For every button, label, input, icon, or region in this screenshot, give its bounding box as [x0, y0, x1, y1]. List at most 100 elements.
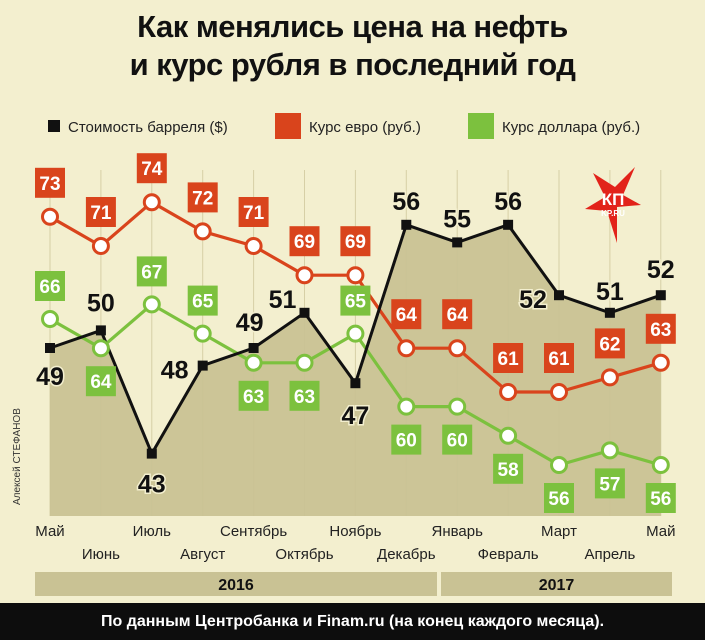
oil-point-5	[299, 307, 310, 318]
source-footer: По данным Центробанка и Finam.ru (на кон…	[0, 603, 705, 640]
oil-label-6: 47	[341, 402, 369, 430]
euro-point-3	[193, 222, 212, 241]
year-bars: 2016 2017	[35, 572, 672, 596]
kp-logo-top: КП	[602, 190, 625, 209]
euro-label-4-text: 71	[243, 203, 265, 224]
euro-label-0-text: 73	[39, 174, 60, 195]
euro-label-9: 61	[493, 343, 524, 373]
kp-logo: КП KP.RU	[585, 167, 641, 243]
oil-point-0	[45, 343, 55, 353]
dollar-label-1-text: 64	[90, 372, 112, 393]
oil-label-2: 43	[138, 471, 166, 499]
legend-dollar-label: Курс доллара (руб.)	[502, 119, 640, 136]
dollar-label-12-box	[645, 483, 676, 513]
chart-title-line-2: и курс рубля в последний год	[129, 47, 576, 82]
dollar-label-8-text: 60	[447, 431, 468, 452]
euro-point-10	[550, 383, 568, 401]
euro-label-10-text: 61	[548, 349, 570, 370]
x-tick-label-3: Август	[180, 546, 225, 563]
dollar-label-6-box	[340, 285, 371, 316]
euro-label-12: 63	[645, 313, 676, 344]
dollar-label-1: 64	[85, 366, 116, 397]
oil-label-7: 56	[392, 188, 420, 216]
dollar-label-12: 56	[645, 483, 676, 513]
dollar-point-4	[244, 353, 263, 372]
x-tick-label-8: Январь	[431, 523, 483, 540]
euro-point-8	[448, 339, 467, 358]
dollar-label-1-box	[85, 366, 116, 397]
euro-label-8-text: 64	[447, 305, 469, 326]
dollar-point-3	[193, 324, 212, 343]
dollar-label-0-box	[35, 271, 65, 301]
euro-point-6	[346, 266, 365, 285]
dollar-label-2-text: 67	[141, 262, 162, 283]
dollar-point-8	[448, 397, 467, 416]
euro-point-7	[397, 339, 416, 358]
euro-label-0-box	[35, 167, 65, 198]
oil-point-1	[95, 325, 106, 336]
dollar-label-12-text: 56	[650, 489, 671, 510]
dollar-label-5: 63	[289, 380, 320, 411]
dollar-label-4-text: 63	[243, 387, 264, 408]
dollar-point-7	[397, 397, 416, 416]
dollar-label-10: 56	[544, 483, 574, 513]
euro-label-3-box	[187, 182, 218, 213]
dollar-label-9-box	[493, 453, 524, 484]
dollar-label-11: 57	[594, 468, 625, 499]
euro-label-9-text: 61	[498, 349, 520, 370]
year-label-2016: 2016	[218, 577, 254, 594]
x-tick-label-7: Декабрь	[377, 546, 436, 563]
euro-label-10-box	[544, 343, 574, 373]
dollar-label-3: 65	[187, 285, 218, 316]
x-tick-label-12: Май	[646, 523, 675, 540]
dollar-point-2	[142, 295, 161, 314]
legend-euro-swatch	[275, 113, 301, 139]
dollar-label-3-box	[187, 285, 218, 316]
dollar-label-7-text: 60	[396, 431, 417, 452]
euro-label-8-box	[442, 299, 473, 330]
dollar-point-5	[295, 353, 314, 372]
dollar-label-10-text: 56	[548, 489, 569, 510]
euro-label-1: 71	[85, 197, 116, 227]
legend-oil-swatch	[48, 120, 60, 132]
euro-label-7-text: 64	[396, 305, 418, 326]
x-tick-label-9: Февраль	[478, 546, 539, 563]
euro-label-11-text: 62	[599, 334, 620, 355]
euro-label-9-box	[493, 343, 524, 373]
oil-point-2	[146, 448, 157, 459]
euro-label-2-text: 74	[141, 159, 163, 180]
euro-label-4: 71	[238, 197, 269, 227]
euro-label-10: 61	[544, 343, 574, 373]
oil-label-4: 49	[236, 309, 264, 337]
oil-point-10	[554, 290, 564, 301]
dollar-label-3-text: 65	[192, 292, 214, 313]
x-tick-label-2: Июль	[133, 523, 171, 540]
dollar-label-5-box	[289, 380, 320, 411]
kp-logo-bottom: KP.RU	[601, 209, 625, 218]
dollar-point-0	[41, 310, 59, 328]
euro-point-11	[600, 368, 619, 387]
series-markers	[41, 193, 670, 474]
euro-label-1-text: 71	[90, 203, 112, 224]
oil-point-7	[401, 219, 412, 230]
euro-label-4-box	[238, 197, 269, 227]
x-axis: Май Июнь Июль Август Сентябрь Октябрь Ноябрь Де…	[35, 523, 675, 563]
oil-point-11	[604, 307, 615, 318]
euro-label-7-box	[391, 299, 422, 330]
legend-dollar-swatch	[468, 113, 494, 139]
dollar-label-11-text: 57	[599, 474, 620, 495]
year-bar-bg-2017	[441, 572, 672, 596]
legend-euro: Курс евро (руб.)	[275, 113, 421, 139]
dollar-label-9-text: 58	[498, 460, 519, 481]
dollar-label-10-box	[544, 483, 574, 513]
dollar-label-8: 60	[442, 424, 473, 455]
year-label-2017: 2017	[539, 577, 575, 594]
euro-label-6-box	[340, 226, 371, 257]
oil-label-11: 51	[596, 278, 624, 306]
dollar-label-0-text: 66	[39, 277, 60, 298]
oil-point-9	[503, 219, 514, 230]
dollar-label-5-text: 63	[294, 387, 315, 408]
x-tick-label-10: Март	[541, 523, 577, 540]
dollar-point-9	[499, 426, 518, 445]
x-tick-label-0: Май	[35, 523, 64, 540]
